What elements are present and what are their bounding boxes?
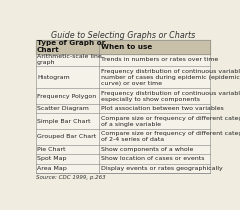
Text: Type of Graph or
Chart: Type of Graph or Chart <box>37 40 105 53</box>
Text: Frequency Polygon: Frequency Polygon <box>37 94 96 98</box>
Bar <box>36 40 210 54</box>
Text: Trends in numbers or rates over time: Trends in numbers or rates over time <box>101 57 218 62</box>
Text: Area Map: Area Map <box>37 166 67 171</box>
Text: Spot Map: Spot Map <box>37 156 66 161</box>
Text: Simple Bar Chart: Simple Bar Chart <box>37 119 90 124</box>
Text: Show location of cases or events: Show location of cases or events <box>101 156 204 161</box>
Text: Histogram: Histogram <box>37 75 70 80</box>
Text: Source: CDC 1999, p.263: Source: CDC 1999, p.263 <box>36 175 105 180</box>
Text: Show components of a whole: Show components of a whole <box>101 147 193 152</box>
Text: Compare size or frequency of different categories
of a single variable: Compare size or frequency of different c… <box>101 116 240 127</box>
Bar <box>36 40 210 173</box>
Text: Plot association between two variables: Plot association between two variables <box>101 106 224 111</box>
Text: Frequency distribution of continuous variables,
especially to show components: Frequency distribution of continuous var… <box>101 91 240 102</box>
Text: When to use: When to use <box>101 44 152 50</box>
Text: Guide to Selecting Graphs or Charts: Guide to Selecting Graphs or Charts <box>51 31 195 40</box>
Text: Display events or rates geographically: Display events or rates geographically <box>101 166 223 171</box>
Text: Compare size or frequency of different categories
of 2-4 series of data: Compare size or frequency of different c… <box>101 131 240 142</box>
Text: Arithmetic-scale line
graph: Arithmetic-scale line graph <box>37 54 102 65</box>
Text: Grouped Bar Chart: Grouped Bar Chart <box>37 134 96 139</box>
Text: Scatter Diagram: Scatter Diagram <box>37 106 89 111</box>
Text: Pie Chart: Pie Chart <box>37 147 66 152</box>
Text: Frequency distribution of continuous variables or
number of cases during epidemi: Frequency distribution of continuous var… <box>101 68 240 85</box>
